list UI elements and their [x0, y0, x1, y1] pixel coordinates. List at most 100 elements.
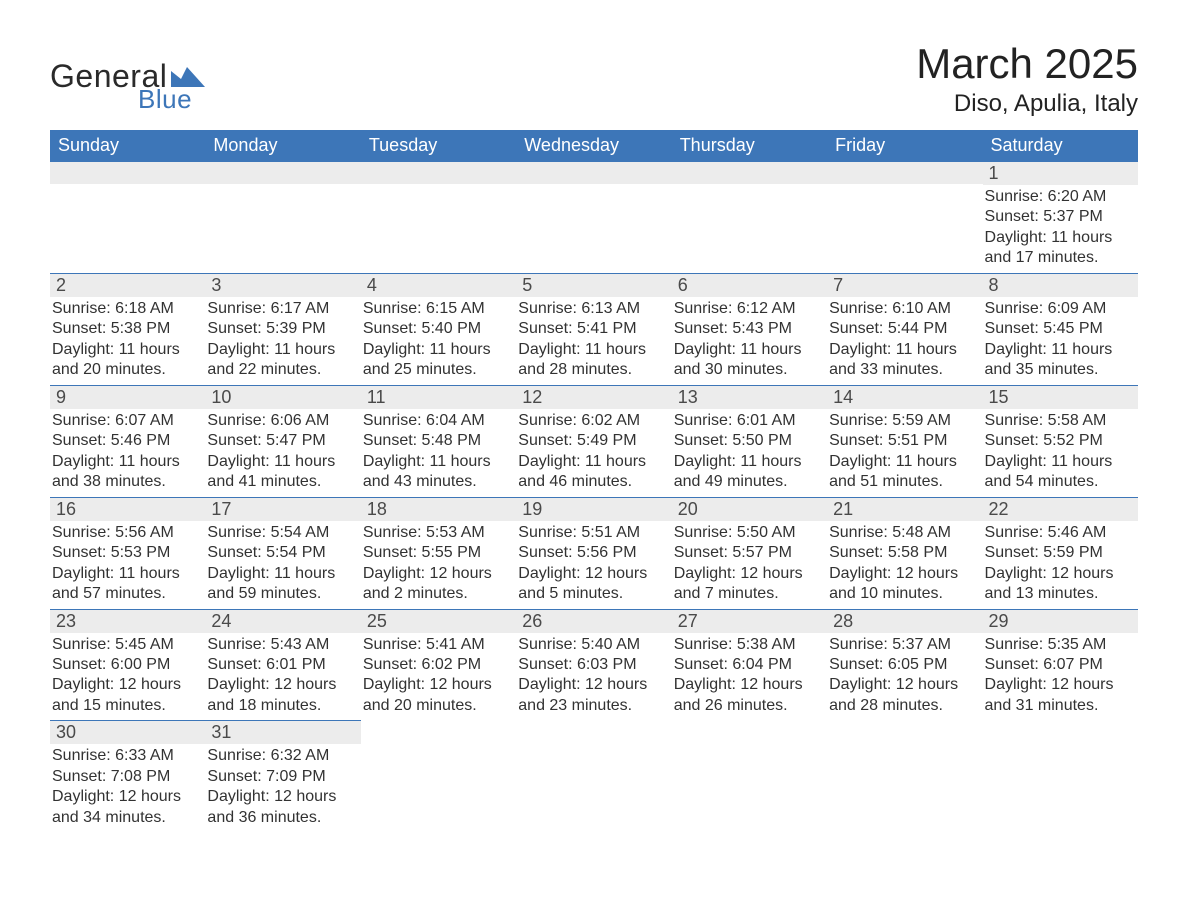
day-details: Sunrise: 5:37 AMSunset: 6:05 PMDaylight:…: [827, 633, 982, 721]
day-number: 11: [361, 386, 516, 409]
day-number: 9: [50, 386, 205, 409]
calendar-cell: 28Sunrise: 5:37 AMSunset: 6:05 PMDayligh…: [827, 609, 982, 721]
day-header: Thursday: [672, 130, 827, 162]
daylight-text: Daylight: 11 hours and 17 minutes.: [985, 228, 1136, 269]
day-number: 30: [50, 721, 205, 744]
sunset-text: Sunset: 5:40 PM: [363, 319, 514, 339]
daylight-text: Daylight: 12 hours and 7 minutes.: [674, 564, 825, 605]
day-header: Sunday: [50, 130, 205, 162]
day-header: Wednesday: [516, 130, 671, 162]
daylight-text: Daylight: 12 hours and 28 minutes.: [829, 675, 980, 716]
day-number: 24: [205, 610, 360, 633]
page-title: March 2025: [916, 40, 1138, 88]
calendar-cell: 16Sunrise: 5:56 AMSunset: 5:53 PMDayligh…: [50, 497, 205, 609]
sunset-text: Sunset: 5:53 PM: [52, 543, 203, 563]
sunrise-text: Sunrise: 5:54 AM: [207, 523, 358, 543]
sunrise-text: Sunrise: 5:35 AM: [985, 635, 1136, 655]
daylight-text: Daylight: 11 hours and 54 minutes.: [985, 452, 1136, 493]
sunset-text: Sunset: 5:47 PM: [207, 431, 358, 451]
calendar-week-row: 16Sunrise: 5:56 AMSunset: 5:53 PMDayligh…: [50, 497, 1138, 609]
calendar-cell: [205, 162, 360, 274]
sunrise-text: Sunrise: 5:41 AM: [363, 635, 514, 655]
calendar-cell: 21Sunrise: 5:48 AMSunset: 5:58 PMDayligh…: [827, 497, 982, 609]
daylight-text: Daylight: 12 hours and 18 minutes.: [207, 675, 358, 716]
sunrise-text: Sunrise: 6:04 AM: [363, 411, 514, 431]
day-number: 12: [516, 386, 671, 409]
sunrise-text: Sunrise: 6:18 AM: [52, 299, 203, 319]
calendar-week-row: 9Sunrise: 6:07 AMSunset: 5:46 PMDaylight…: [50, 385, 1138, 497]
calendar-cell: [672, 162, 827, 274]
sunset-text: Sunset: 5:43 PM: [674, 319, 825, 339]
day-details: Sunrise: 6:20 AMSunset: 5:37 PMDaylight:…: [983, 185, 1138, 273]
calendar-cell: [516, 162, 671, 274]
calendar-cell: 17Sunrise: 5:54 AMSunset: 5:54 PMDayligh…: [205, 497, 360, 609]
calendar-cell: 5Sunrise: 6:13 AMSunset: 5:41 PMDaylight…: [516, 273, 671, 385]
day-details: Sunrise: 6:32 AMSunset: 7:09 PMDaylight:…: [205, 744, 360, 832]
day-number: 13: [672, 386, 827, 409]
sunset-text: Sunset: 6:02 PM: [363, 655, 514, 675]
sunset-text: Sunset: 7:09 PM: [207, 767, 358, 787]
daylight-text: Daylight: 12 hours and 26 minutes.: [674, 675, 825, 716]
daylight-text: Daylight: 11 hours and 35 minutes.: [985, 340, 1136, 381]
day-details: Sunrise: 5:46 AMSunset: 5:59 PMDaylight:…: [983, 521, 1138, 609]
sunset-text: Sunset: 6:04 PM: [674, 655, 825, 675]
day-number: 5: [516, 274, 671, 297]
day-header: Saturday: [983, 130, 1138, 162]
sunset-text: Sunset: 6:01 PM: [207, 655, 358, 675]
sunset-text: Sunset: 5:46 PM: [52, 431, 203, 451]
daylight-text: Daylight: 11 hours and 20 minutes.: [52, 340, 203, 381]
day-details: Sunrise: 5:50 AMSunset: 5:57 PMDaylight:…: [672, 521, 827, 609]
sunrise-text: Sunrise: 5:48 AM: [829, 523, 980, 543]
day-number: 17: [205, 498, 360, 521]
sunrise-text: Sunrise: 6:20 AM: [985, 187, 1136, 207]
empty-day-strip: [205, 162, 360, 184]
brand-word2: Blue: [138, 86, 205, 112]
calendar-cell: 25Sunrise: 5:41 AMSunset: 6:02 PMDayligh…: [361, 609, 516, 721]
daylight-text: Daylight: 12 hours and 34 minutes.: [52, 787, 203, 828]
day-details: Sunrise: 5:45 AMSunset: 6:00 PMDaylight:…: [50, 633, 205, 721]
sunset-text: Sunset: 5:54 PM: [207, 543, 358, 563]
day-details: Sunrise: 6:10 AMSunset: 5:44 PMDaylight:…: [827, 297, 982, 385]
sunrise-text: Sunrise: 6:13 AM: [518, 299, 669, 319]
calendar-cell: 14Sunrise: 5:59 AMSunset: 5:51 PMDayligh…: [827, 385, 982, 497]
calendar-week-row: 1Sunrise: 6:20 AMSunset: 5:37 PMDaylight…: [50, 162, 1138, 274]
sunset-text: Sunset: 5:41 PM: [518, 319, 669, 339]
day-details: Sunrise: 6:07 AMSunset: 5:46 PMDaylight:…: [50, 409, 205, 497]
sunset-text: Sunset: 5:52 PM: [985, 431, 1136, 451]
sunset-text: Sunset: 5:38 PM: [52, 319, 203, 339]
sunrise-text: Sunrise: 6:07 AM: [52, 411, 203, 431]
sunrise-text: Sunrise: 6:12 AM: [674, 299, 825, 319]
calendar-cell: 29Sunrise: 5:35 AMSunset: 6:07 PMDayligh…: [983, 609, 1138, 721]
daylight-text: Daylight: 11 hours and 46 minutes.: [518, 452, 669, 493]
day-number: 22: [983, 498, 1138, 521]
empty-day-strip: [672, 162, 827, 184]
daylight-text: Daylight: 11 hours and 22 minutes.: [207, 340, 358, 381]
sunset-text: Sunset: 5:56 PM: [518, 543, 669, 563]
day-details: Sunrise: 5:43 AMSunset: 6:01 PMDaylight:…: [205, 633, 360, 721]
day-details: Sunrise: 5:59 AMSunset: 5:51 PMDaylight:…: [827, 409, 982, 497]
daylight-text: Daylight: 11 hours and 59 minutes.: [207, 564, 358, 605]
calendar-cell: 6Sunrise: 6:12 AMSunset: 5:43 PMDaylight…: [672, 273, 827, 385]
daylight-text: Daylight: 11 hours and 41 minutes.: [207, 452, 358, 493]
calendar-cell: 26Sunrise: 5:40 AMSunset: 6:03 PMDayligh…: [516, 609, 671, 721]
brand-logo: General Blue: [50, 40, 205, 112]
sunset-text: Sunset: 5:48 PM: [363, 431, 514, 451]
location-subtitle: Diso, Apulia, Italy: [916, 90, 1138, 118]
calendar-cell: [983, 721, 1138, 832]
daylight-text: Daylight: 11 hours and 49 minutes.: [674, 452, 825, 493]
calendar-cell: 4Sunrise: 6:15 AMSunset: 5:40 PMDaylight…: [361, 273, 516, 385]
day-number: 25: [361, 610, 516, 633]
sunrise-text: Sunrise: 6:02 AM: [518, 411, 669, 431]
day-details: Sunrise: 6:01 AMSunset: 5:50 PMDaylight:…: [672, 409, 827, 497]
sunrise-text: Sunrise: 5:53 AM: [363, 523, 514, 543]
calendar-cell: [827, 721, 982, 832]
calendar-cell: 30Sunrise: 6:33 AMSunset: 7:08 PMDayligh…: [50, 721, 205, 832]
calendar-cell: 19Sunrise: 5:51 AMSunset: 5:56 PMDayligh…: [516, 497, 671, 609]
calendar-cell: 8Sunrise: 6:09 AMSunset: 5:45 PMDaylight…: [983, 273, 1138, 385]
empty-day-strip: [361, 162, 516, 184]
sunrise-text: Sunrise: 5:56 AM: [52, 523, 203, 543]
sunset-text: Sunset: 5:58 PM: [829, 543, 980, 563]
header: General Blue March 2025 Diso, Apulia, It…: [50, 40, 1138, 118]
daylight-text: Daylight: 11 hours and 28 minutes.: [518, 340, 669, 381]
day-details: Sunrise: 6:13 AMSunset: 5:41 PMDaylight:…: [516, 297, 671, 385]
